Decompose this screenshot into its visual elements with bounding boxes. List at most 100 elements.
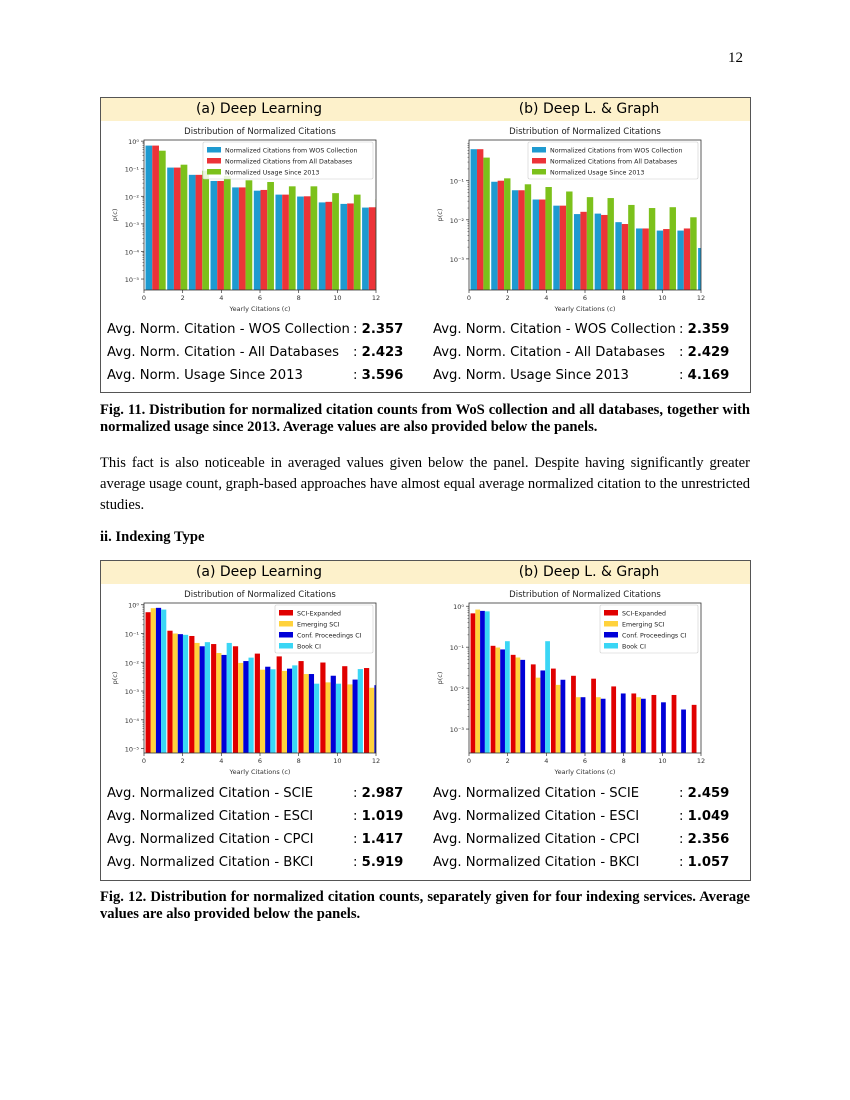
bar: [642, 228, 649, 290]
bar: [195, 174, 203, 290]
legend-swatch: [604, 621, 618, 627]
bar: [550, 668, 556, 753]
legend-swatch: [532, 147, 546, 153]
bar: [483, 157, 490, 290]
bar: [636, 228, 643, 290]
bar: [690, 217, 697, 290]
legend-label: Normalized Citations from All Databases: [550, 159, 677, 166]
bar: [243, 661, 249, 753]
x-tick-label: 8: [622, 294, 626, 302]
legend-swatch: [279, 643, 293, 649]
bar: [698, 247, 701, 290]
bar: [607, 198, 614, 290]
bar: [595, 697, 601, 753]
bar: [691, 704, 697, 753]
x-tick-label: 8: [622, 757, 626, 765]
bar: [628, 204, 635, 290]
bar: [677, 230, 684, 290]
bars-group: [145, 145, 376, 290]
y-axis-label: p(c): [436, 209, 444, 222]
bar: [631, 693, 637, 753]
bar: [288, 186, 296, 290]
legend-swatch: [532, 169, 546, 175]
stat-value: 3.596: [353, 368, 404, 383]
chart-title: Distribution of Normalized Citations: [184, 127, 336, 137]
bars-group: [470, 149, 701, 290]
panel-label-a: (a) Deep Learning: [195, 101, 323, 117]
x-tick-label: 2: [181, 757, 185, 765]
bar: [495, 647, 501, 753]
bar: [238, 187, 246, 290]
bar: [310, 186, 318, 290]
bar: [340, 203, 348, 290]
bar: [325, 201, 333, 290]
bar: [545, 187, 552, 290]
bar: [347, 203, 354, 290]
bar: [580, 697, 586, 753]
bar: [282, 194, 289, 290]
x-tick-label: 4: [544, 757, 548, 765]
bar: [180, 164, 188, 290]
bar: [217, 180, 224, 290]
bar: [500, 649, 505, 753]
bar: [539, 199, 546, 290]
bar: [640, 698, 646, 753]
bar: [594, 213, 602, 290]
bar: [275, 194, 283, 290]
bar: [145, 145, 153, 290]
stat-label: Avg. Norm. Usage Since 2013: [107, 368, 303, 383]
legend-box: [274, 604, 374, 654]
bar: [681, 709, 686, 753]
bar: [188, 174, 196, 290]
bar: [352, 679, 358, 753]
chart-title: Distribution of Normalized Citations: [184, 590, 336, 600]
bar: [369, 687, 375, 753]
bar: [504, 178, 511, 290]
stat-label: Avg. Norm. Usage Since 2013: [433, 368, 629, 383]
stat-label: Avg. Normalized Citation - BKCI: [107, 855, 314, 870]
bar: [204, 642, 210, 753]
bar: [292, 665, 298, 753]
bar: [276, 656, 282, 753]
x-tick-label: 2: [181, 294, 185, 302]
bar: [303, 196, 311, 290]
bar: [297, 196, 304, 290]
figure-11-box: (a) Deep Learning (b) Deep L. & Graph Di…: [100, 97, 751, 393]
legend-swatch: [604, 643, 618, 649]
bar: [318, 202, 326, 290]
figure-12-caption: Fig. 12. Distribution for normalized cit…: [100, 889, 750, 922]
y-tick-label: 10⁻⁵: [125, 276, 140, 284]
x-tick-label: 2: [506, 294, 510, 302]
y-tick-label: 10⁻²: [450, 685, 465, 693]
x-tick-label: 8: [297, 757, 301, 765]
bar: [560, 679, 566, 753]
bar: [661, 702, 666, 753]
bar: [566, 191, 573, 290]
bar: [553, 205, 560, 290]
legend-label: Normalized Citations from WOS Collection: [225, 148, 358, 155]
x-axis-label: Yearly Citations (c): [229, 768, 291, 776]
y-tick-label: 10⁻³: [125, 221, 140, 229]
bars-group: [470, 609, 697, 753]
bar: [267, 181, 274, 290]
bar: [199, 646, 205, 753]
bar: [575, 697, 581, 753]
bar: [226, 642, 232, 753]
x-tick-label: 12: [372, 294, 380, 302]
bar: [524, 184, 532, 290]
legend-swatch: [604, 632, 618, 638]
bar: [586, 197, 594, 290]
bar: [353, 194, 361, 290]
panel-label-a: (a) Deep Learning: [195, 564, 323, 580]
bar: [518, 190, 525, 290]
stat-value: 2.357: [353, 322, 404, 337]
bar: [303, 674, 309, 753]
bar: [232, 187, 239, 290]
bar: [161, 609, 167, 753]
bar: [158, 150, 166, 290]
legend-swatch: [207, 158, 221, 164]
y-tick-label: 10⁻²: [125, 659, 140, 667]
legend-label: Normalized Citations from WOS Collection: [550, 148, 683, 155]
bar: [571, 675, 576, 753]
stat-value: 2.429: [679, 345, 730, 360]
